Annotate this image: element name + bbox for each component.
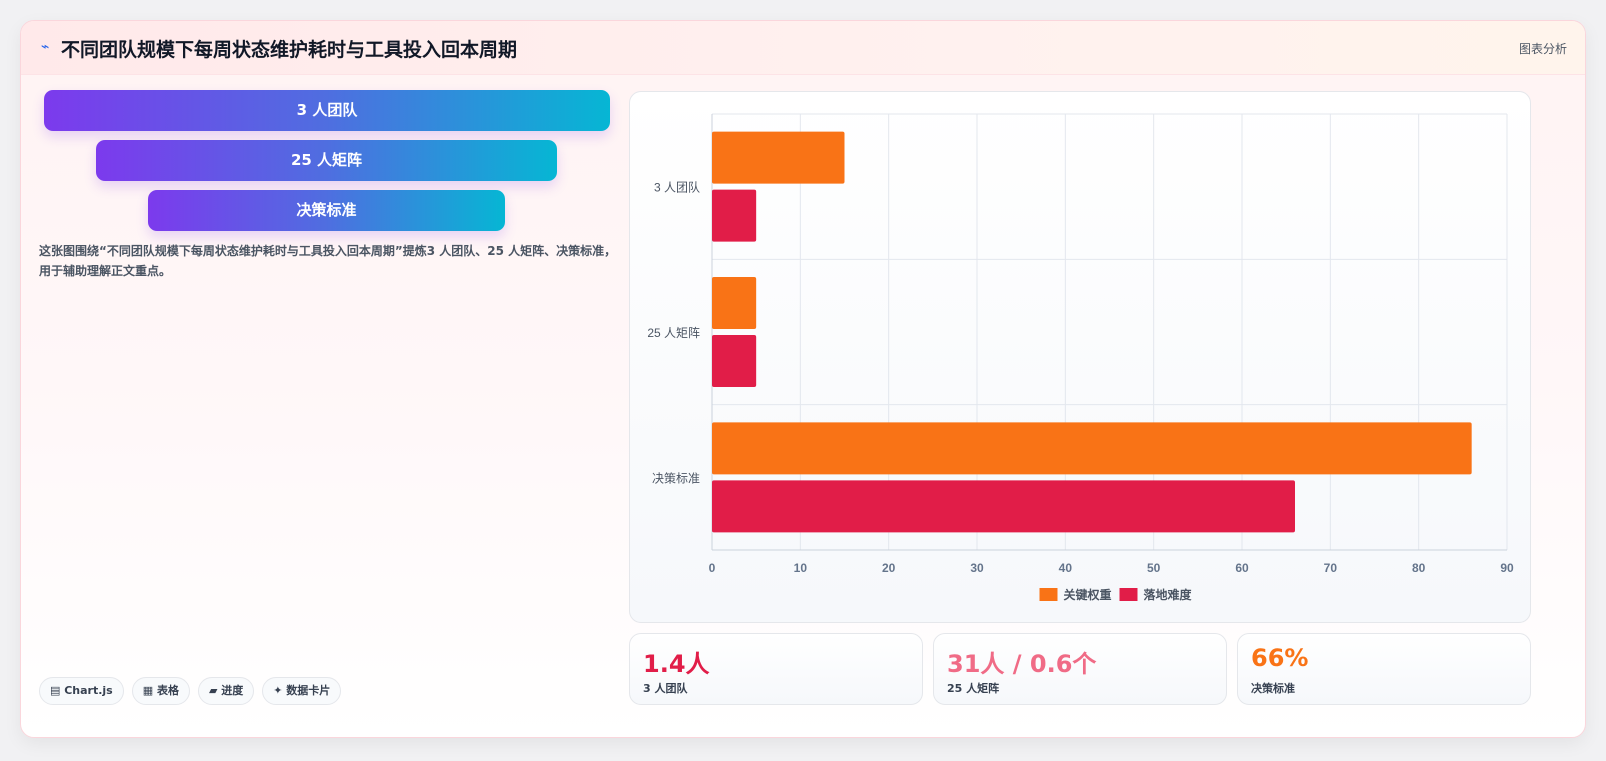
page-title: 不同团队规模下每周状态维护耗时与工具投入回本周期 [61, 39, 518, 61]
chart-analysis-label: 图表分析 [1518, 42, 1567, 56]
bar-difficulty [712, 335, 757, 387]
legend-swatch [1039, 588, 1058, 601]
y-tick-label: 决策标准 [652, 471, 700, 485]
stat-label: 25 人矩阵 [947, 682, 1000, 695]
tag-data-card[interactable]: ✦ 数据卡片 [262, 677, 342, 705]
feature-tags: ▤ Chart.js ▦ 表格 ▰ 进度 ✦ 数据卡片 [39, 677, 342, 705]
pill-small-team: 3 人团队 [44, 90, 610, 131]
stat-value: 31人 / 0.6个 [947, 650, 1097, 678]
bar-weight [712, 277, 757, 329]
stat-card-decision: 66% 决策标准 [1237, 633, 1531, 705]
x-tick-label: 0 [709, 561, 716, 575]
tag-progress[interactable]: ▰ 进度 [197, 677, 255, 705]
stat-card-matrix: 31人 / 0.6个 25 人矩阵 [933, 633, 1227, 705]
legend-label: 落地难度 [1144, 587, 1193, 602]
y-tick-label: 3 人团队 [654, 180, 700, 195]
pill-decision: 决策标准 [148, 190, 505, 231]
tag-chartjs[interactable]: ▤ Chart.js [39, 677, 124, 705]
stat-card-small-team: 1.4人 3 人团队 [629, 633, 923, 705]
tag-table[interactable]: ▦ 表格 [131, 677, 190, 705]
chart-line-icon: ⌁ [41, 39, 50, 55]
chart-panel: 3 人团队 25 人矩阵 决策标准 0 10 20 30 40 50 60 70 80 90 关键权重 落地… [629, 91, 1531, 623]
x-tick-label: 10 [794, 561, 808, 575]
x-tick-label: 60 [1235, 561, 1249, 575]
bar-weight [712, 422, 1472, 475]
legend-swatch [1119, 588, 1138, 601]
stat-label: 决策标准 [1251, 682, 1295, 695]
bar-difficulty [712, 480, 1295, 533]
stat-value: 1.4人 [643, 650, 710, 678]
x-tick-label: 30 [970, 561, 984, 575]
x-tick-label: 70 [1324, 561, 1338, 575]
card-header: ⌁ 不同团队规模下每周状态维护耗时与工具投入回本周期 图表分析 [21, 21, 1585, 75]
x-tick-label: 90 [1500, 561, 1514, 575]
pill-matrix: 25 人矩阵 [96, 140, 557, 181]
x-tick-label: 20 [882, 561, 896, 575]
bar-difficulty [712, 189, 757, 242]
stat-value: 66% [1251, 644, 1309, 672]
chart-card: ⌁ 不同团队规模下每周状态维护耗时与工具投入回本周期 图表分析 3 人团队 25… [20, 20, 1586, 738]
chart-description: 这张图围绕“不同团队规模下每周状态维护耗时与工具投入回本周期”提炼3 人团队、2… [39, 244, 617, 278]
y-tick-label: 25 人矩阵 [647, 326, 700, 340]
x-tick-label: 80 [1412, 561, 1426, 575]
legend-label: 关键权重 [1064, 587, 1112, 602]
x-tick-label: 40 [1059, 561, 1073, 575]
stat-label: 3 人团队 [643, 682, 688, 695]
bar-weight [712, 131, 845, 184]
x-tick-label: 50 [1147, 561, 1161, 575]
